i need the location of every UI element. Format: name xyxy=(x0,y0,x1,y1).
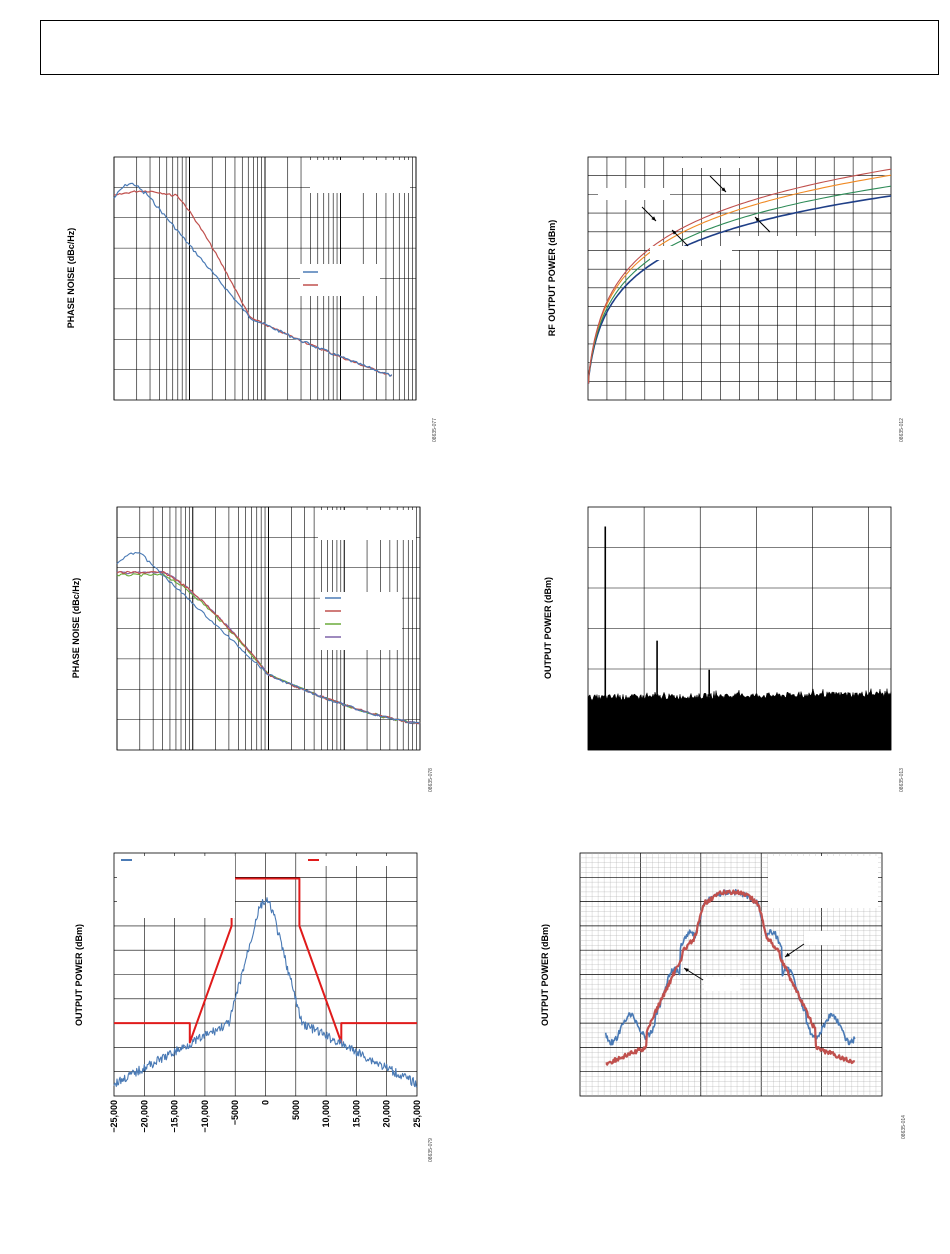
fig2-series-1-line xyxy=(587,195,892,384)
fig2-arrow-2-head xyxy=(651,216,656,221)
fig6-series-2-line xyxy=(605,889,856,1066)
fig6-label-box-1 xyxy=(804,931,840,945)
fig5-legend-box-left xyxy=(117,856,235,918)
fig3-conditions-box xyxy=(318,510,416,540)
fig2-label-box-4 xyxy=(737,236,817,250)
fig4-figure-id: 08635-013 xyxy=(899,768,905,792)
fig2-label-box-1 xyxy=(666,158,754,168)
fig3-series-1-line xyxy=(116,551,421,724)
fig1-series-2-line xyxy=(113,190,392,377)
fig5-x-tick-label: −5000 xyxy=(230,1100,240,1125)
fig4-y-axis-label: OUTPUT POWER (dBm) xyxy=(543,577,553,679)
fig2-arrow-3-head xyxy=(672,230,677,235)
fig1-series-1-line xyxy=(113,182,393,377)
fig6-arrow-2-head xyxy=(684,968,689,973)
fig6-label-box-2 xyxy=(704,977,740,991)
fig3-y-axis-label: PHASE NOISE (dBc/Hz) xyxy=(71,578,81,679)
fig5-x-tick-label: 25,000 xyxy=(412,1100,422,1128)
fig3-figure-id: 08635-078 xyxy=(428,768,434,792)
fig2-series-4-line xyxy=(587,168,892,384)
fig5-y-axis-label: OUTPUT POWER (dBm) xyxy=(74,924,84,1026)
fig6-arrow-1-head xyxy=(785,952,790,957)
fig5-x-tick-label: 5000 xyxy=(291,1100,301,1120)
fig1-chart: PHASE NOISE (dBc/Hz) 08635-077 xyxy=(66,156,438,442)
fig5-x-tick-label: −25,000 xyxy=(109,1100,119,1133)
fig5-x-tick-label: −20,000 xyxy=(139,1100,149,1133)
fig1-legend-box xyxy=(300,264,380,296)
fig5-legend-box-right xyxy=(305,856,413,866)
fig5-mask-line xyxy=(114,877,417,1044)
fig1-figure-id: 08635-077 xyxy=(432,418,438,442)
fig5-signal-line xyxy=(113,897,418,1088)
fig2-label-box-2 xyxy=(598,188,670,200)
fig5-x-tick-label: 0 xyxy=(261,1100,271,1105)
fig3-legend-box xyxy=(320,592,402,650)
fig5-x-tick-label: −15,000 xyxy=(170,1100,180,1133)
fig5-x-tick-label: −10,000 xyxy=(200,1100,210,1133)
fig2-arrow-1-head xyxy=(721,187,726,192)
fig6-y-axis-label: OUTPUT POWER (dBm) xyxy=(540,924,550,1026)
fig1-y-axis-label: PHASE NOISE (dBc/Hz) xyxy=(66,228,76,329)
fig4-noise-floor xyxy=(587,687,892,751)
fig2-arrow-4-head xyxy=(755,217,760,222)
fig5-x-tick-label: 15,000 xyxy=(351,1100,361,1128)
fig2-label-box-3 xyxy=(650,246,732,260)
fig2-figure-id: 08635-012 xyxy=(899,418,905,442)
fig5-x-tick-label: 10,000 xyxy=(321,1100,331,1128)
fig6-conditions-box xyxy=(768,856,878,908)
fig5-figure-id: 08635-079 xyxy=(428,1138,434,1162)
fig1-conditions-box xyxy=(310,160,410,193)
fig6-figure-id: 08635-014 xyxy=(901,1115,907,1139)
fig2-y-axis-label: RF OUTPUT POWER (dBm) xyxy=(547,220,557,337)
fig5-x-tick-label: 20,000 xyxy=(382,1100,392,1128)
page-header-box xyxy=(40,20,939,75)
